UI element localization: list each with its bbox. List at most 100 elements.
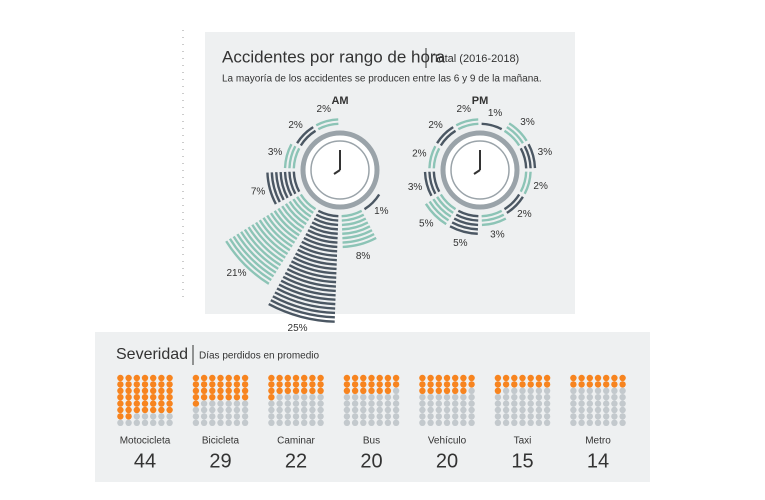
dot [392,387,400,394]
dot [527,419,534,426]
dot [611,381,618,388]
dot [519,413,526,420]
dot [233,387,241,394]
dot [125,381,132,388]
dot [419,406,426,414]
dot [376,394,383,401]
value-label: 22 [285,450,307,472]
dot [292,406,300,414]
dot [619,374,626,382]
ring [342,221,369,231]
dot [141,406,149,414]
ring [258,219,291,252]
dot [158,419,165,426]
dot [192,374,200,382]
dot [317,387,324,394]
ring [457,209,479,218]
dot [301,381,308,388]
dot [419,381,426,388]
dot [117,374,124,382]
dot [460,374,467,382]
dot [117,419,124,426]
dot [309,419,316,426]
dot [452,419,459,426]
dot [443,406,451,414]
dot [217,400,224,407]
dot [570,381,577,388]
dot [384,406,392,414]
dot [468,387,475,394]
dot [117,387,124,394]
dot [368,406,375,414]
ring [503,129,521,147]
ring [423,171,433,197]
dot [150,413,157,420]
dot [535,406,543,414]
ring [290,260,337,275]
dot [543,406,551,414]
ring [251,224,286,259]
dot [150,406,157,414]
dot [578,374,585,382]
dot [343,374,351,382]
dot [502,406,510,414]
dot [368,374,375,382]
dot [427,387,434,394]
dot [376,419,383,426]
dot [543,400,551,407]
dot [133,406,140,414]
ring [280,279,336,297]
dot [301,413,308,420]
dot [452,413,459,420]
ring [288,264,337,279]
dot [317,413,324,420]
clock-label: AM [331,95,348,107]
dot [209,387,216,394]
dot [200,406,208,414]
dot [419,387,426,394]
ring [225,240,270,285]
dot [384,387,392,394]
dot [392,406,400,414]
dot [611,413,618,420]
ring [311,221,338,231]
ring [275,172,285,201]
ring [363,193,381,211]
dot [511,400,518,407]
value-label: 2% [412,148,427,159]
dot [468,381,475,388]
dot [141,413,149,420]
dot [200,400,208,407]
dot [578,419,585,426]
dot [166,413,173,420]
dot [233,381,241,388]
dot [511,419,518,426]
ring [278,283,336,301]
dot [619,394,626,401]
dot [309,413,316,420]
dot [586,374,593,382]
dot [494,394,502,401]
ring [519,147,528,169]
ring [266,214,296,244]
value-label: 2% [533,181,548,192]
dot [427,406,434,414]
value-label: 2% [457,104,472,115]
dot [452,400,459,407]
hour-segment [481,122,503,131]
ring [288,145,297,169]
ring [506,196,524,214]
dot [460,419,467,426]
ring [341,217,367,227]
dot [309,387,316,394]
dot [511,387,518,394]
dot [317,374,324,382]
dot [392,413,400,420]
dot [268,374,275,382]
dot [511,406,518,414]
dot [384,400,392,407]
hour-segment [341,209,377,249]
ring [455,118,479,127]
dot [435,387,442,394]
